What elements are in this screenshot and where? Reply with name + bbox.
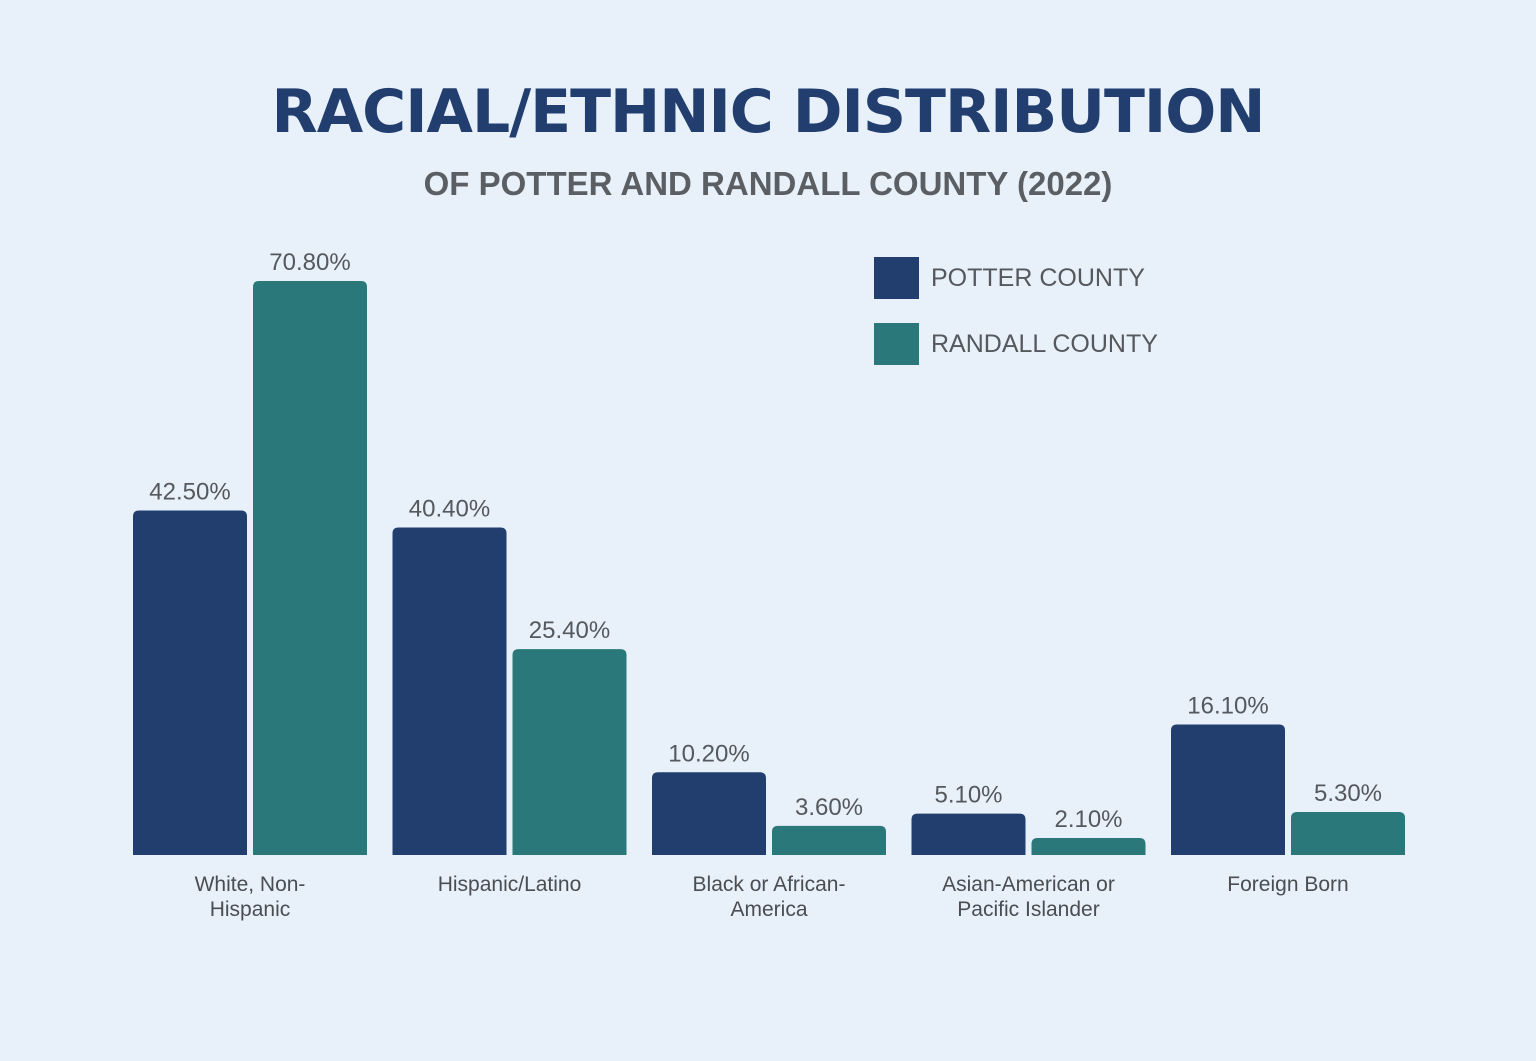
bar-potter-1 bbox=[392, 527, 507, 855]
legend-label-potter: POTTER COUNTY bbox=[931, 263, 1145, 292]
category-label-2: Black or African-America bbox=[693, 873, 846, 921]
data-label-randall-1: 25.40% bbox=[529, 617, 610, 644]
legend-label-randall: RANDALL COUNTY bbox=[931, 329, 1158, 358]
chart-title: RACIAL/ETHNIC DISTRIBUTION bbox=[271, 77, 1266, 147]
legend-swatch-randall bbox=[874, 323, 919, 365]
bar-randall-4 bbox=[1291, 812, 1405, 855]
data-label-potter-2: 10.20% bbox=[668, 740, 749, 767]
legend-item-randall: RANDALL COUNTY bbox=[874, 323, 1158, 365]
legend-item-potter: POTTER COUNTY bbox=[874, 257, 1145, 299]
data-label-potter-4: 16.10% bbox=[1187, 692, 1268, 719]
category-label-4: Foreign Born bbox=[1227, 873, 1348, 896]
legend-swatch-potter bbox=[874, 257, 919, 299]
chart-subtitle: OF POTTER AND RANDALL COUNTY (2022) bbox=[423, 165, 1113, 202]
data-label-potter-0: 42.50% bbox=[149, 478, 230, 505]
bar-randall-1 bbox=[512, 649, 627, 855]
bar-randall-2 bbox=[772, 825, 886, 855]
bar-randall-0 bbox=[253, 281, 367, 855]
data-label-randall-0: 70.80% bbox=[269, 249, 350, 276]
category-label-1: Hispanic/Latino bbox=[438, 873, 582, 896]
data-label-potter-3: 5.10% bbox=[934, 782, 1002, 809]
data-label-potter-1: 40.40% bbox=[409, 495, 490, 522]
bar-potter-0 bbox=[133, 510, 247, 855]
data-label-randall-4: 5.30% bbox=[1314, 780, 1382, 807]
category-label-3: Asian-American or Pacific Islander bbox=[942, 873, 1115, 921]
bar-potter-2 bbox=[652, 772, 766, 855]
bar-potter-3 bbox=[911, 813, 1026, 855]
data-label-randall-2: 3.60% bbox=[795, 794, 863, 821]
bar-randall-3 bbox=[1031, 837, 1146, 855]
bar-potter-4 bbox=[1171, 724, 1285, 855]
category-label-0: White, Non-Hispanic bbox=[195, 873, 306, 921]
data-label-randall-3: 2.10% bbox=[1054, 806, 1122, 833]
